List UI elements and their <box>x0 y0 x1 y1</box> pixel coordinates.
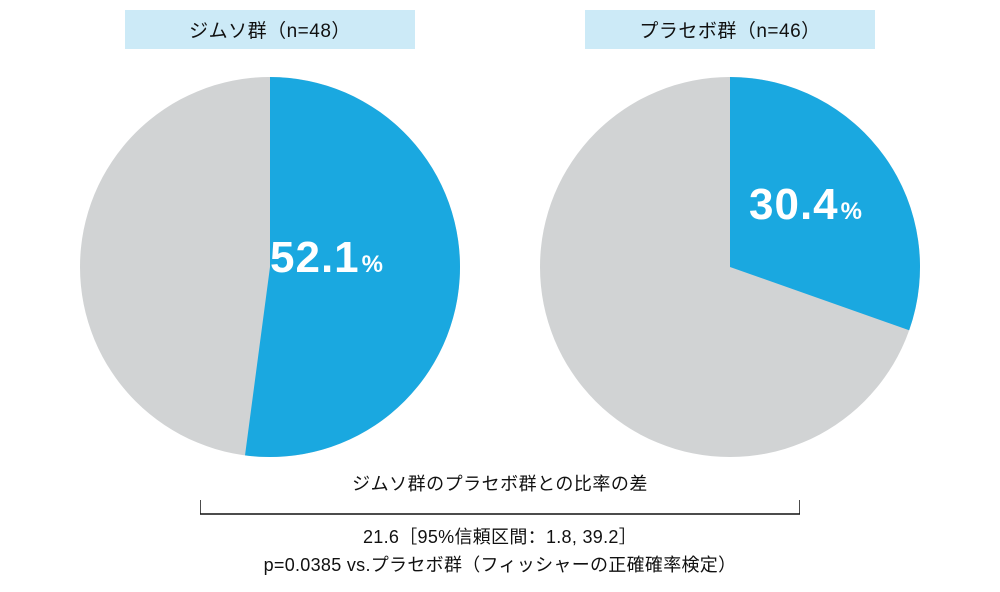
left-percent-unit: % <box>362 251 383 278</box>
stats-line-1: 21.6［95%信頼区間：1.8, 39.2］ <box>0 524 1000 552</box>
left-chart-column: ジムソ群（n=48） 52.1% <box>60 10 480 457</box>
difference-caption: ジムソ群のプラセボ群との比率の差 <box>0 470 1000 496</box>
chart-row: ジムソ群（n=48） 52.1% プラセボ群（n=46） 30.4% <box>0 0 1000 457</box>
footer-block: ジムソ群のプラセボ群との比率の差 21.6［95%信頼区間：1.8, 39.2］… <box>0 470 1000 580</box>
right-percent-value: 30.4 <box>749 180 839 229</box>
right-percent-unit: % <box>841 198 862 225</box>
left-title-box: ジムソ群（n=48） <box>125 10 415 49</box>
left-percent-label: 52.1% <box>270 233 383 283</box>
stats-line-2: p=0.0385 vs.プラセボ群（フィッシャーの正確確率検定） <box>0 552 1000 580</box>
right-chart-column: プラセボ群（n=46） 30.4% <box>520 10 940 457</box>
comparison-bracket <box>200 500 800 516</box>
right-pie-chart <box>540 77 920 457</box>
left-percent-value: 52.1 <box>270 233 360 282</box>
left-pie-wrap: 52.1% <box>80 77 460 457</box>
right-percent-label: 30.4% <box>749 180 862 230</box>
right-title-box: プラセボ群（n=46） <box>585 10 875 49</box>
right-pie-wrap: 30.4% <box>540 77 920 457</box>
